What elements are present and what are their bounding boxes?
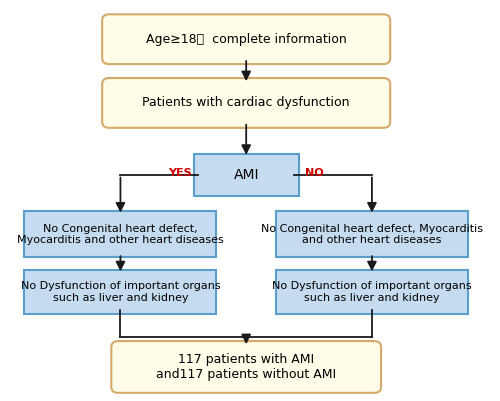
FancyBboxPatch shape xyxy=(276,211,468,257)
Text: No Congenital heart defect,
Myocarditis and other heart diseases: No Congenital heart defect, Myocarditis … xyxy=(17,223,224,245)
Text: AMI: AMI xyxy=(234,168,259,182)
Text: Patients with cardiac dysfunction: Patients with cardiac dysfunction xyxy=(142,96,350,109)
Text: Age≥18，  complete information: Age≥18， complete information xyxy=(146,33,346,46)
FancyBboxPatch shape xyxy=(24,211,216,257)
FancyBboxPatch shape xyxy=(102,14,390,64)
Text: 117 patients with AMI
and117 patients without AMI: 117 patients with AMI and117 patients wi… xyxy=(156,353,336,381)
Text: NO: NO xyxy=(304,168,323,178)
FancyBboxPatch shape xyxy=(24,270,216,314)
Text: No Dysfunction of important organs
such as liver and kidney: No Dysfunction of important organs such … xyxy=(272,281,471,303)
FancyBboxPatch shape xyxy=(276,270,468,314)
FancyBboxPatch shape xyxy=(112,341,381,393)
Text: No Dysfunction of important organs
such as liver and kidney: No Dysfunction of important organs such … xyxy=(20,281,220,303)
Text: No Congenital heart defect, Myocarditis
and other heart diseases: No Congenital heart defect, Myocarditis … xyxy=(261,223,483,245)
Text: YES: YES xyxy=(168,168,192,178)
FancyBboxPatch shape xyxy=(194,154,299,196)
FancyBboxPatch shape xyxy=(102,78,390,128)
